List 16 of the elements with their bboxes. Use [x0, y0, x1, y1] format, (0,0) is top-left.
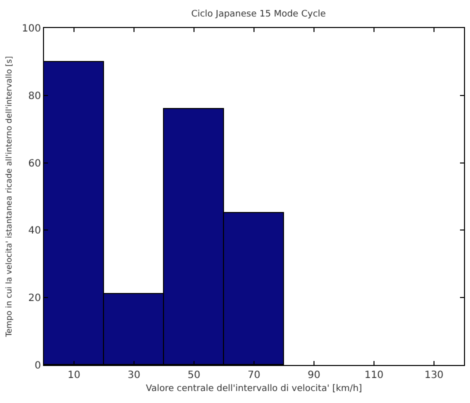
x-axis-title: Valore centrale dell'intervallo di velocita' [km/h]	[146, 384, 362, 394]
x-tick-label: 70	[248, 370, 260, 381]
x-tick-label: 30	[128, 370, 140, 381]
x-tick-label: 10	[68, 370, 80, 381]
y-tick-label: 80	[28, 90, 41, 102]
x-tick-label: 50	[188, 370, 200, 381]
y-axis-title: Tempo in cui la velocita' istantanea ricade all'interno dell'intervallo [s]	[4, 56, 14, 338]
chart-title: Ciclo Japanese 15 Mode Cycle	[191, 9, 326, 20]
y-tick-label: 40	[28, 226, 41, 237]
y-tick-label: 100	[22, 24, 41, 34]
y-tick-label: 60	[28, 158, 41, 170]
y-tick-label: 0	[34, 360, 41, 372]
y-tick-label: 20	[28, 293, 41, 304]
x-tick-label: 130	[424, 370, 444, 381]
x-tick-label: 110	[364, 370, 384, 381]
x-tick-label: 90	[308, 370, 320, 381]
